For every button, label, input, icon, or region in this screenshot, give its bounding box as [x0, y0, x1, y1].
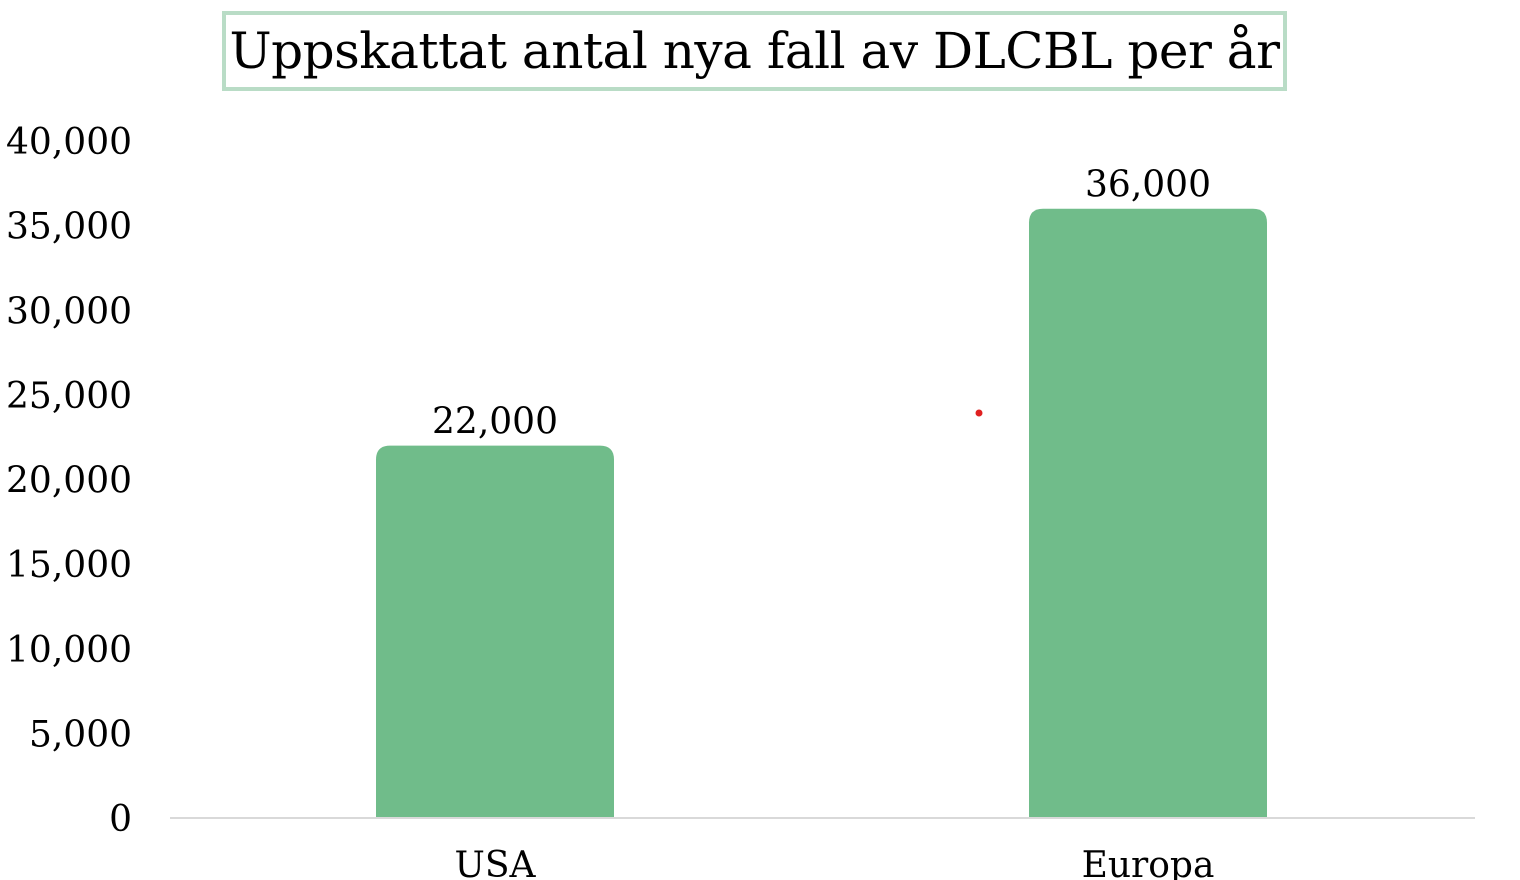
y-tick-label: 30,000	[6, 291, 132, 332]
y-tick-label: 25,000	[6, 376, 132, 417]
x-tick-label: USA	[455, 845, 537, 880]
y-tick-label: 10,000	[6, 630, 132, 671]
bar-usa	[376, 445, 614, 818]
data-label: 22,000	[432, 402, 558, 443]
x-axis-labels: USA Europa	[455, 845, 1215, 880]
stray-dot	[975, 409, 983, 417]
y-tick-label: 15,000	[6, 545, 132, 586]
y-axis-labels: 0 5,000 10,000 15,000 20,000 25,000 30,000 35,0…	[6, 122, 132, 840]
chart-title-box: Uppskattat antal nya fall av DLCBL per å…	[222, 11, 1287, 91]
y-tick-label: 35,000	[6, 207, 132, 248]
bars	[376, 208, 1267, 818]
chart-title: Uppskattat antal nya fall av DLCBL per å…	[229, 22, 1280, 80]
data-labels: 22,000 36,000	[432, 165, 1211, 443]
bar-europa	[1029, 208, 1267, 818]
y-tick-label: 5,000	[29, 714, 132, 755]
y-tick-label: 20,000	[6, 461, 132, 502]
data-label: 36,000	[1085, 165, 1211, 206]
y-tick-label: 0	[109, 799, 132, 840]
y-tick-label: 40,000	[6, 122, 132, 163]
x-tick-label: Europa	[1082, 845, 1215, 880]
